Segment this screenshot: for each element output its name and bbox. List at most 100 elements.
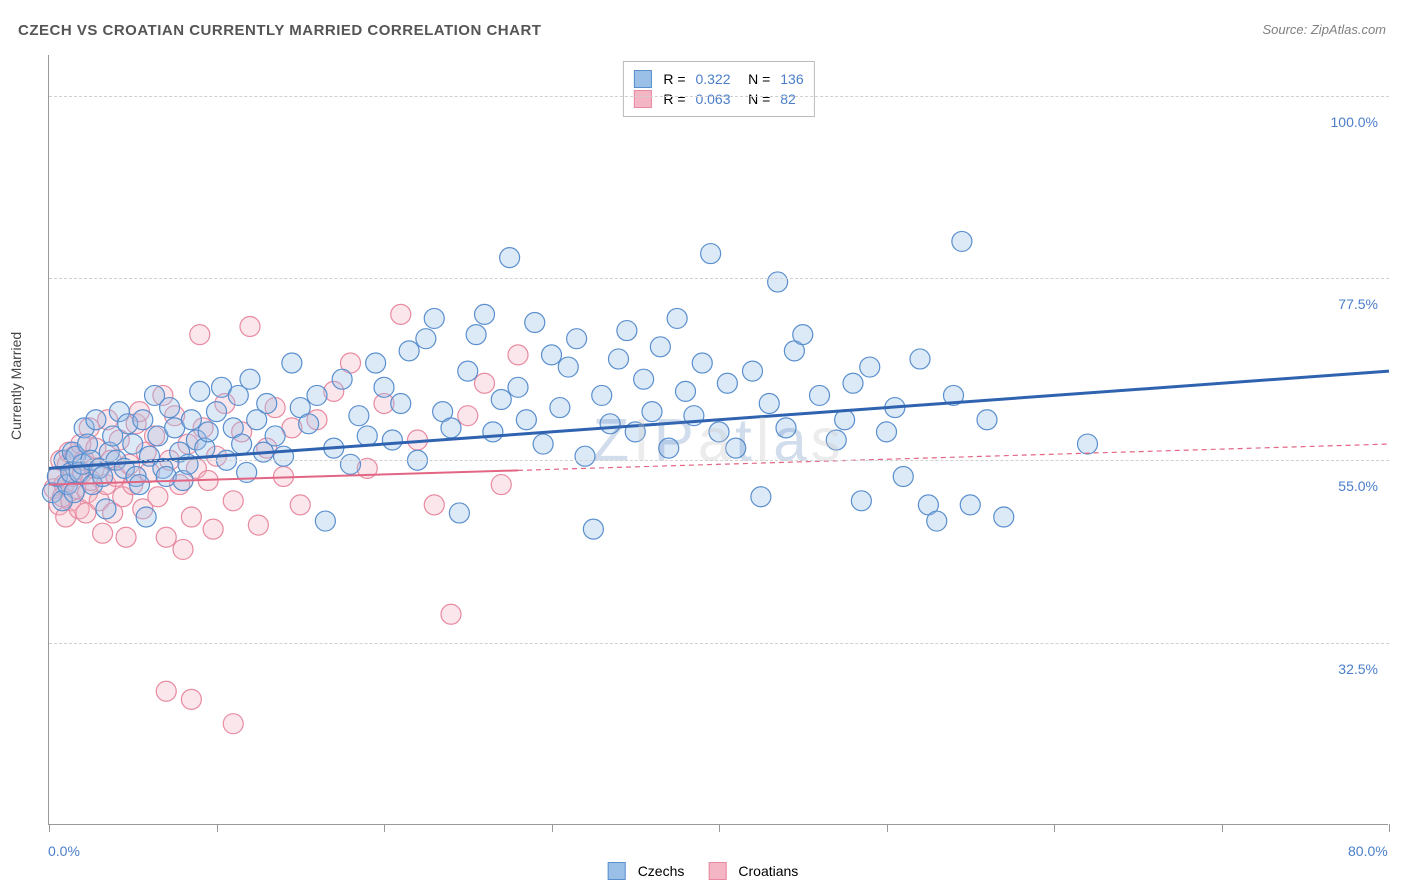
data-point	[550, 398, 570, 418]
xtick-label: 80.0%	[1348, 843, 1388, 859]
xtick	[719, 824, 720, 832]
legend-swatch-croatians	[708, 862, 726, 880]
data-point	[717, 373, 737, 393]
data-point	[491, 475, 511, 495]
data-point	[86, 410, 106, 430]
data-point	[391, 304, 411, 324]
data-point	[458, 406, 478, 426]
data-point	[508, 345, 528, 365]
data-point	[617, 321, 637, 341]
legend-label: Croatians	[738, 863, 798, 879]
xtick	[1054, 824, 1055, 832]
legend-n-value: 136	[780, 71, 803, 87]
gridline	[49, 643, 1389, 644]
data-point	[692, 353, 712, 373]
data-point	[382, 430, 402, 450]
data-point	[516, 410, 536, 430]
data-point	[751, 487, 771, 507]
legend-stats-row: R = 0.322 N = 136	[633, 70, 803, 88]
data-point	[93, 523, 113, 543]
gridline	[49, 460, 1389, 461]
xtick-label: 0.0%	[48, 843, 80, 859]
data-point	[181, 410, 201, 430]
data-point	[123, 434, 143, 454]
ytick-label: 55.0%	[1338, 478, 1378, 494]
data-point	[129, 475, 149, 495]
chart-svg	[49, 55, 1388, 824]
data-point	[299, 414, 319, 434]
data-point	[458, 361, 478, 381]
data-point	[116, 527, 136, 547]
data-point	[181, 507, 201, 527]
data-point	[341, 454, 361, 474]
data-point	[190, 381, 210, 401]
data-point	[207, 402, 227, 422]
data-point	[148, 487, 168, 507]
data-point	[64, 483, 84, 503]
data-point	[542, 345, 562, 365]
data-point	[650, 337, 670, 357]
gridline	[49, 278, 1389, 279]
data-point	[483, 422, 503, 442]
xtick	[1222, 824, 1223, 832]
data-point	[960, 495, 980, 515]
data-point	[952, 231, 972, 251]
xtick	[49, 824, 50, 832]
data-point	[399, 341, 419, 361]
data-point	[475, 373, 495, 393]
data-point	[274, 446, 294, 466]
legend-swatch-croatians	[633, 90, 651, 108]
data-point	[927, 511, 947, 531]
data-point	[776, 418, 796, 438]
legend-item-czechs: Czechs	[608, 862, 685, 880]
legend-n-label: N =	[737, 91, 775, 107]
data-point	[508, 377, 528, 397]
data-point	[592, 385, 612, 405]
data-point	[709, 422, 729, 442]
xtick	[552, 824, 553, 832]
data-point	[203, 519, 223, 539]
data-point	[642, 402, 662, 422]
data-point	[181, 689, 201, 709]
data-point	[223, 714, 243, 734]
data-point	[160, 398, 180, 418]
data-point	[525, 312, 545, 332]
xtick	[1389, 824, 1390, 832]
data-point	[424, 308, 444, 328]
data-point	[994, 507, 1014, 527]
legend-item-croatians: Croatians	[708, 862, 798, 880]
xtick	[887, 824, 888, 832]
data-point	[851, 491, 871, 511]
ytick-label: 77.5%	[1338, 296, 1378, 312]
data-point	[248, 515, 268, 535]
data-point	[793, 325, 813, 345]
plot-area: R = 0.322 N = 136 R = 0.063 N = 82 ZIPat…	[48, 55, 1388, 825]
data-point	[96, 499, 116, 519]
data-point	[424, 495, 444, 515]
data-point	[240, 317, 260, 337]
data-point	[835, 410, 855, 430]
data-point	[190, 325, 210, 345]
data-point	[265, 426, 285, 446]
legend-n-value: 82	[780, 91, 796, 107]
data-point	[391, 394, 411, 414]
ytick-label: 32.5%	[1338, 661, 1378, 677]
data-point	[449, 503, 469, 523]
data-point	[475, 304, 495, 324]
ytick-label: 100.0%	[1331, 114, 1378, 130]
data-point	[315, 511, 335, 531]
legend-r-label: R =	[663, 91, 689, 107]
data-point	[366, 353, 386, 373]
data-point	[500, 248, 520, 268]
data-point	[676, 381, 696, 401]
data-point	[290, 495, 310, 515]
data-point	[232, 434, 252, 454]
data-point	[659, 438, 679, 458]
data-point	[257, 394, 277, 414]
data-point	[759, 394, 779, 414]
data-point	[768, 272, 788, 292]
data-point	[374, 377, 394, 397]
chart-title: CZECH VS CROATIAN CURRENTLY MARRIED CORR…	[18, 22, 541, 39]
legend-swatch-czechs	[633, 70, 651, 88]
data-point	[910, 349, 930, 369]
